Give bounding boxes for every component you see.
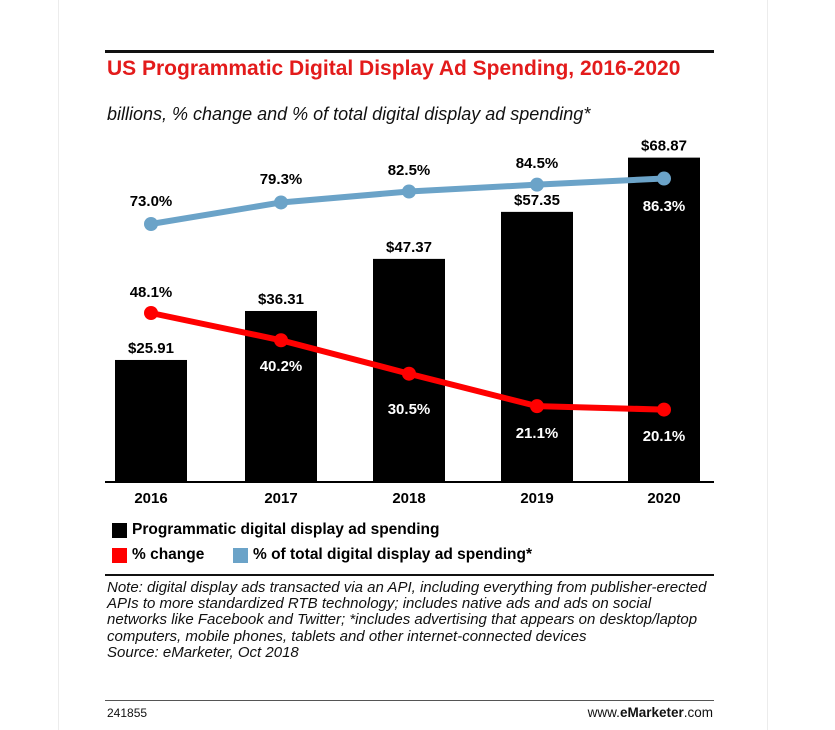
x-tick-2016: 2016 xyxy=(134,490,167,507)
bar-label-2018: $47.37 xyxy=(386,239,432,256)
legend-label-change: % change xyxy=(132,546,205,563)
change-point-2019 xyxy=(530,399,544,414)
share-point-2018 xyxy=(402,184,416,199)
legend-label-bar: Programmatic digital display ad spending xyxy=(132,521,440,538)
share-point-2019 xyxy=(530,177,544,192)
x-tick-2020: 2020 xyxy=(647,490,680,507)
share-point-2016 xyxy=(144,217,158,231)
footer-rule xyxy=(105,700,714,701)
change-point-2018 xyxy=(402,366,416,381)
brand-name: eMarketer xyxy=(619,705,684,720)
top-rule xyxy=(105,50,714,53)
bar-label-2016: $25.91 xyxy=(128,340,174,357)
change-point-2020 xyxy=(657,402,671,417)
chart-id: 241855 xyxy=(107,706,148,720)
x-tick-2019: 2019 xyxy=(520,490,553,507)
change-label-2016: 48.1% xyxy=(130,284,173,301)
bar-label-2017: $36.31 xyxy=(258,291,304,308)
change-label-2020: 20.1% xyxy=(643,428,686,445)
change-label-2019: 21.1% xyxy=(516,425,559,442)
brand-suffix: .com xyxy=(683,705,713,720)
bar-label-2019: $57.35 xyxy=(514,192,560,209)
legend-swatch-share xyxy=(233,547,248,563)
bar-2020 xyxy=(628,157,700,482)
change-label-2017: 40.2% xyxy=(260,358,303,375)
chart-subtitle: billions, % change and % of total digita… xyxy=(107,104,591,124)
share-label-2019: 84.5% xyxy=(516,155,559,172)
legend-label-share: % of total digital display ad spending* xyxy=(253,546,533,563)
share-label-2016: 73.0% xyxy=(130,193,173,210)
legend-swatch-change xyxy=(112,547,127,563)
share-label-2018: 82.5% xyxy=(388,162,431,179)
brand-prefix: www. xyxy=(587,705,620,720)
note-separator xyxy=(105,574,714,576)
legend-item-change: % change xyxy=(112,546,204,564)
bar-2019 xyxy=(501,211,573,482)
x-tick-2017: 2017 xyxy=(264,490,297,507)
page-border-left xyxy=(58,0,59,730)
page-border-right xyxy=(767,0,768,730)
brand-url[interactable]: www.eMarketer.com xyxy=(560,705,713,720)
chart-title: US Programmatic Digital Display Ad Spend… xyxy=(107,57,681,80)
change-point-2016 xyxy=(144,306,158,320)
x-tick-2018: 2018 xyxy=(392,490,425,507)
change-point-2017 xyxy=(274,333,288,348)
legend-item-share: % of total digital display ad spending* xyxy=(233,546,532,564)
note-text: Note: digital display ads transacted via… xyxy=(107,579,707,645)
change-label-2018: 30.5% xyxy=(388,401,431,418)
chart-note: Note: digital display ads transacted via… xyxy=(107,579,715,661)
share-label-2020: 86.3% xyxy=(643,198,686,215)
bar-2016 xyxy=(115,359,187,482)
share-label-2017: 79.3% xyxy=(260,171,303,188)
bar-label-2020: $68.87 xyxy=(641,138,687,155)
share-point-2020 xyxy=(657,171,671,186)
legend-swatch-bar xyxy=(112,522,127,538)
note-source: Source: eMarketer, Oct 2018 xyxy=(107,643,299,661)
share-point-2017 xyxy=(274,195,288,210)
legend-item-bar: Programmatic digital display ad spending xyxy=(112,521,439,539)
